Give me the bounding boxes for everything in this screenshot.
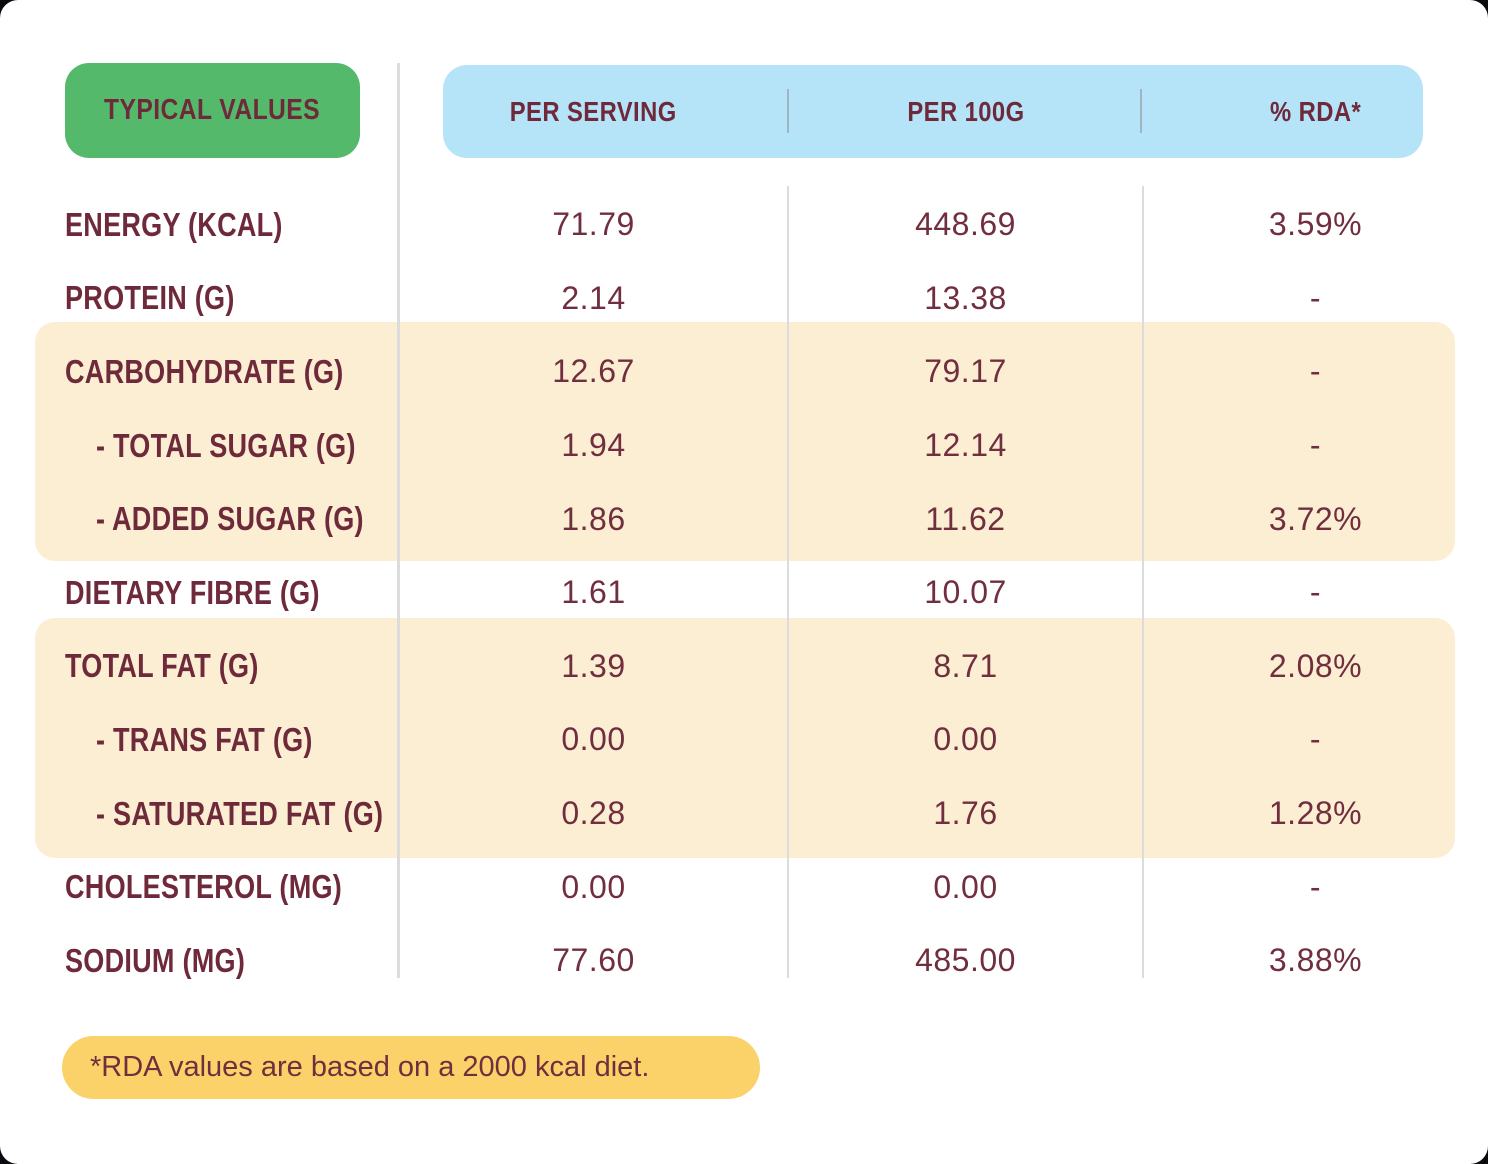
per-100g-value: 1.76 <box>933 795 998 832</box>
rda-value: - <box>1309 427 1322 464</box>
table-row: - ADDED SUGAR (G) 1.86 11.62 3.72% <box>0 482 1488 556</box>
table-row: SODIUM (MG) 77.60 485.00 3.88% <box>0 924 1488 998</box>
row-label-cell: CHOLESTEROL (MG) <box>0 868 399 906</box>
row-label-cell: PROTEIN (G) <box>0 279 399 317</box>
per-100g-value: 448.69 <box>915 206 1016 243</box>
per-serving-value: 1.61 <box>561 574 626 611</box>
table-row: CHOLESTEROL (MG) 0.00 0.00 - <box>0 850 1488 924</box>
table-row: CARBOHYDRATE (G) 12.67 79.17 - <box>0 335 1488 409</box>
typical-values-label: TYPICAL VALUES <box>104 94 321 126</box>
row-label: - TOTAL SUGAR (G) <box>96 426 356 464</box>
column-header-background <box>443 65 1423 158</box>
row-label-cell: CARBOHYDRATE (G) <box>0 353 399 391</box>
per-100g-value: 8.71 <box>933 647 998 684</box>
row-label-cell: - TOTAL SUGAR (G) <box>0 427 399 465</box>
header-spacer <box>0 65 399 158</box>
per-serving-value: 12.67 <box>552 353 635 390</box>
rda-value: - <box>1309 868 1322 905</box>
typical-values-badge: TYPICAL VALUES <box>65 63 360 158</box>
row-label: - SATURATED FAT (G) <box>96 794 384 832</box>
rda-value: 1.28% <box>1268 795 1363 832</box>
per-serving-value: 0.00 <box>561 868 626 905</box>
header-per-serving: PER SERVING <box>510 95 677 127</box>
column-header-row: PER SERVING PER 100G % RDA* <box>0 65 1488 158</box>
per-serving-value: 0.28 <box>561 795 626 832</box>
highlight-band-carbohydrates <box>35 322 1455 561</box>
rda-value: 3.88% <box>1268 942 1363 979</box>
per-serving-value: 71.79 <box>552 206 635 243</box>
table-row: DIETARY FIBRE (G) 1.61 10.07 - <box>0 556 1488 630</box>
label-column-divider <box>397 63 400 978</box>
row-label: - ADDED SUGAR (G) <box>96 500 364 538</box>
per-100g-value: 79.17 <box>924 353 1007 390</box>
row-label-cell: TOTAL FAT (G) <box>0 647 399 685</box>
column-divider-100g-rda <box>1142 186 1144 978</box>
row-label: - TRANS FAT (G) <box>96 720 313 758</box>
table-row: PROTEIN (G) 2.14 13.38 - <box>0 262 1488 336</box>
rda-footnote-pill: *RDA values are based on a 2000 kcal die… <box>62 1036 760 1099</box>
row-label-cell: - TRANS FAT (G) <box>0 721 399 759</box>
row-label-cell: - SATURATED FAT (G) <box>0 795 399 833</box>
rda-footnote-text: *RDA values are based on a 2000 kcal die… <box>90 1051 650 1083</box>
per-serving-value: 1.86 <box>561 500 626 537</box>
per-100g-value: 10.07 <box>924 574 1007 611</box>
row-label: SODIUM (MG) <box>65 941 246 979</box>
row-label: PROTEIN (G) <box>65 279 235 317</box>
row-label: CARBOHYDRATE (G) <box>65 352 344 390</box>
per-serving-value: 77.60 <box>552 942 635 979</box>
row-label: TOTAL FAT (G) <box>65 647 259 685</box>
column-divider-serving-100g <box>787 186 789 978</box>
row-label: ENERGY (KCAL) <box>65 205 283 243</box>
per-serving-value: 1.39 <box>561 647 626 684</box>
per-serving-value: 1.94 <box>561 427 626 464</box>
rda-value: - <box>1309 574 1322 611</box>
per-100g-value: 0.00 <box>933 868 998 905</box>
row-label-cell: ENERGY (KCAL) <box>0 206 399 244</box>
row-label-cell: DIETARY FIBRE (G) <box>0 574 399 612</box>
rda-value: - <box>1309 721 1322 758</box>
rda-value: 2.08% <box>1268 647 1363 684</box>
row-label-cell: - ADDED SUGAR (G) <box>0 500 399 538</box>
rda-value: 3.59% <box>1268 206 1363 243</box>
row-label: DIETARY FIBRE (G) <box>65 573 320 611</box>
header-divider-1 <box>787 89 789 133</box>
header-per-100g: PER 100G <box>906 95 1025 127</box>
rda-value: - <box>1309 353 1322 390</box>
per-serving-value: 0.00 <box>561 721 626 758</box>
highlight-band-fats <box>35 618 1455 858</box>
table-row: - TRANS FAT (G) 0.00 0.00 - <box>0 703 1488 777</box>
per-100g-value: 11.62 <box>925 500 1006 537</box>
per-100g-value: 485.00 <box>915 942 1016 979</box>
row-label-cell: SODIUM (MG) <box>0 942 399 980</box>
per-serving-value: 2.14 <box>561 279 626 316</box>
table-row: - TOTAL SUGAR (G) 1.94 12.14 - <box>0 409 1488 483</box>
table-row: TOTAL FAT (G) 1.39 8.71 2.08% <box>0 630 1488 704</box>
row-label: CHOLESTEROL (MG) <box>65 868 343 906</box>
header-divider-2 <box>1140 89 1142 133</box>
per-100g-value: 13.38 <box>924 279 1007 316</box>
table-row: - SATURATED FAT (G) 0.28 1.76 1.28% <box>0 777 1488 851</box>
table-row: ENERGY (KCAL) 71.79 448.69 3.59% <box>0 188 1488 262</box>
per-100g-value: 12.14 <box>924 427 1007 464</box>
rda-value: - <box>1309 279 1322 316</box>
header-rda: % RDA* <box>1269 95 1362 127</box>
per-100g-value: 0.00 <box>933 721 998 758</box>
rda-value: 3.72% <box>1268 500 1363 537</box>
table-body: ENERGY (KCAL) 71.79 448.69 3.59% PROTEIN… <box>0 188 1488 998</box>
